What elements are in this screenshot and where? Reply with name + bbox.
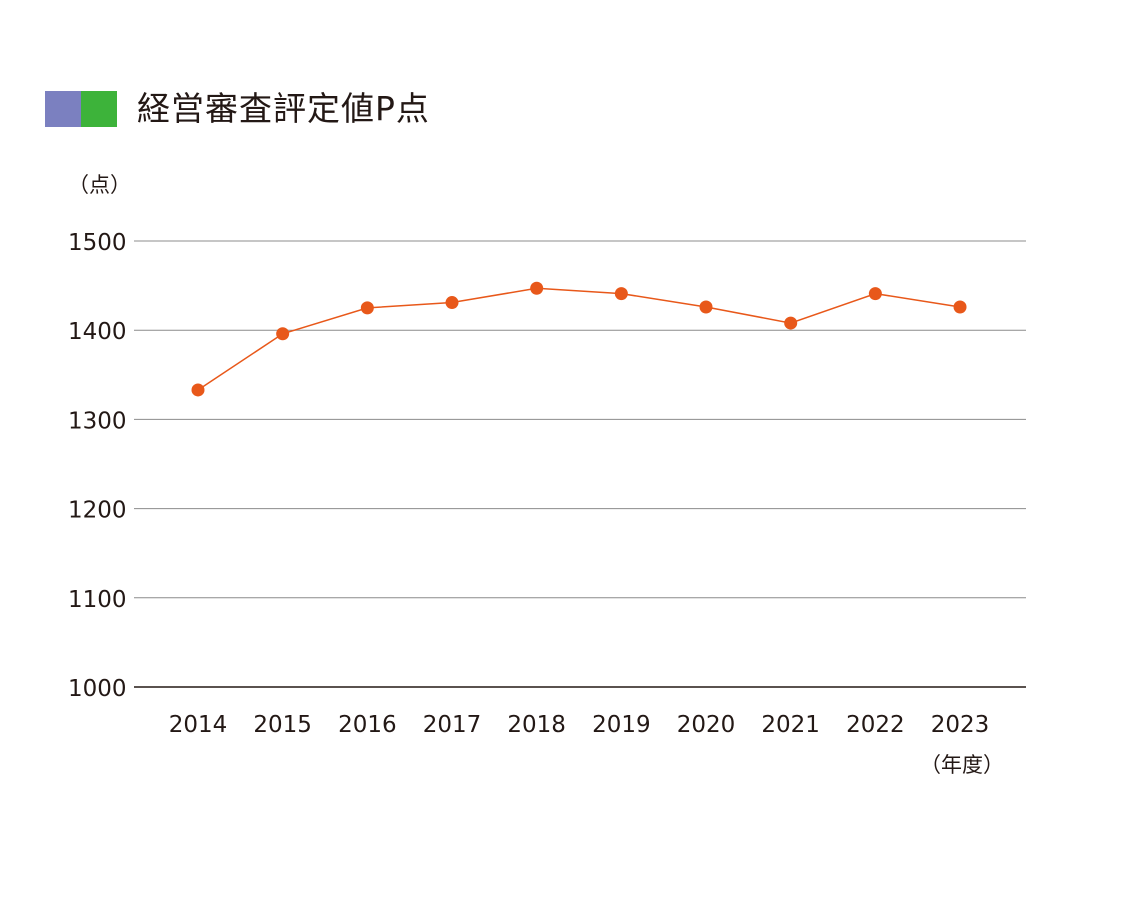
y-tick-label-1300: 1300	[68, 408, 127, 434]
y-axis-unit-label: （点）	[68, 173, 131, 197]
x-tick-label-2020: 2020	[677, 712, 736, 738]
data-point-2016	[360, 301, 374, 315]
x-tick-label-2022: 2022	[846, 712, 905, 738]
data-point-2014	[191, 383, 205, 397]
chart-title-block: 経営審査評定値P点	[45, 88, 430, 130]
y-tick-label-1500: 1500	[68, 230, 127, 256]
y-tick-label-1400: 1400	[68, 319, 127, 345]
grid-lines	[134, 240, 1026, 688]
x-axis-unit-label: （年度）	[920, 753, 1004, 777]
x-tick-label-2014: 2014	[169, 712, 228, 738]
data-point-2018	[530, 281, 544, 295]
x-tick-label-2015: 2015	[253, 712, 312, 738]
y-tick-label-1200: 1200	[68, 498, 127, 524]
y-tick-label-1100: 1100	[68, 587, 127, 613]
series-line	[197, 287, 961, 391]
x-tick-label-2017: 2017	[423, 712, 482, 738]
x-tick-label-2018: 2018	[507, 712, 566, 738]
legend-swatch-purple	[45, 91, 81, 127]
data-point-2015	[276, 327, 290, 341]
data-point-2020	[699, 300, 713, 314]
series-layer	[191, 281, 967, 397]
data-point-2017	[445, 296, 459, 310]
data-point-2019	[614, 287, 628, 301]
x-axis-tick-labels: 2014 2015 2016 2017 2018 2019 2020 2021 2022 2023	[169, 712, 990, 738]
data-point-2021	[784, 316, 798, 330]
x-tick-label-2023: 2023	[931, 712, 990, 738]
chart-title: 経営審査評定値P点	[137, 89, 430, 128]
x-tick-label-2019: 2019	[592, 712, 651, 738]
x-tick-label-2016: 2016	[338, 712, 397, 738]
data-point-2023	[953, 300, 967, 314]
x-tick-label-2021: 2021	[761, 712, 820, 738]
y-axis-tick-labels: 1000 1100 1200 1300 1400 1500	[68, 230, 127, 702]
legend-swatch-green	[81, 91, 117, 127]
y-tick-label-1000: 1000	[68, 676, 127, 702]
data-point-2022	[868, 287, 882, 301]
